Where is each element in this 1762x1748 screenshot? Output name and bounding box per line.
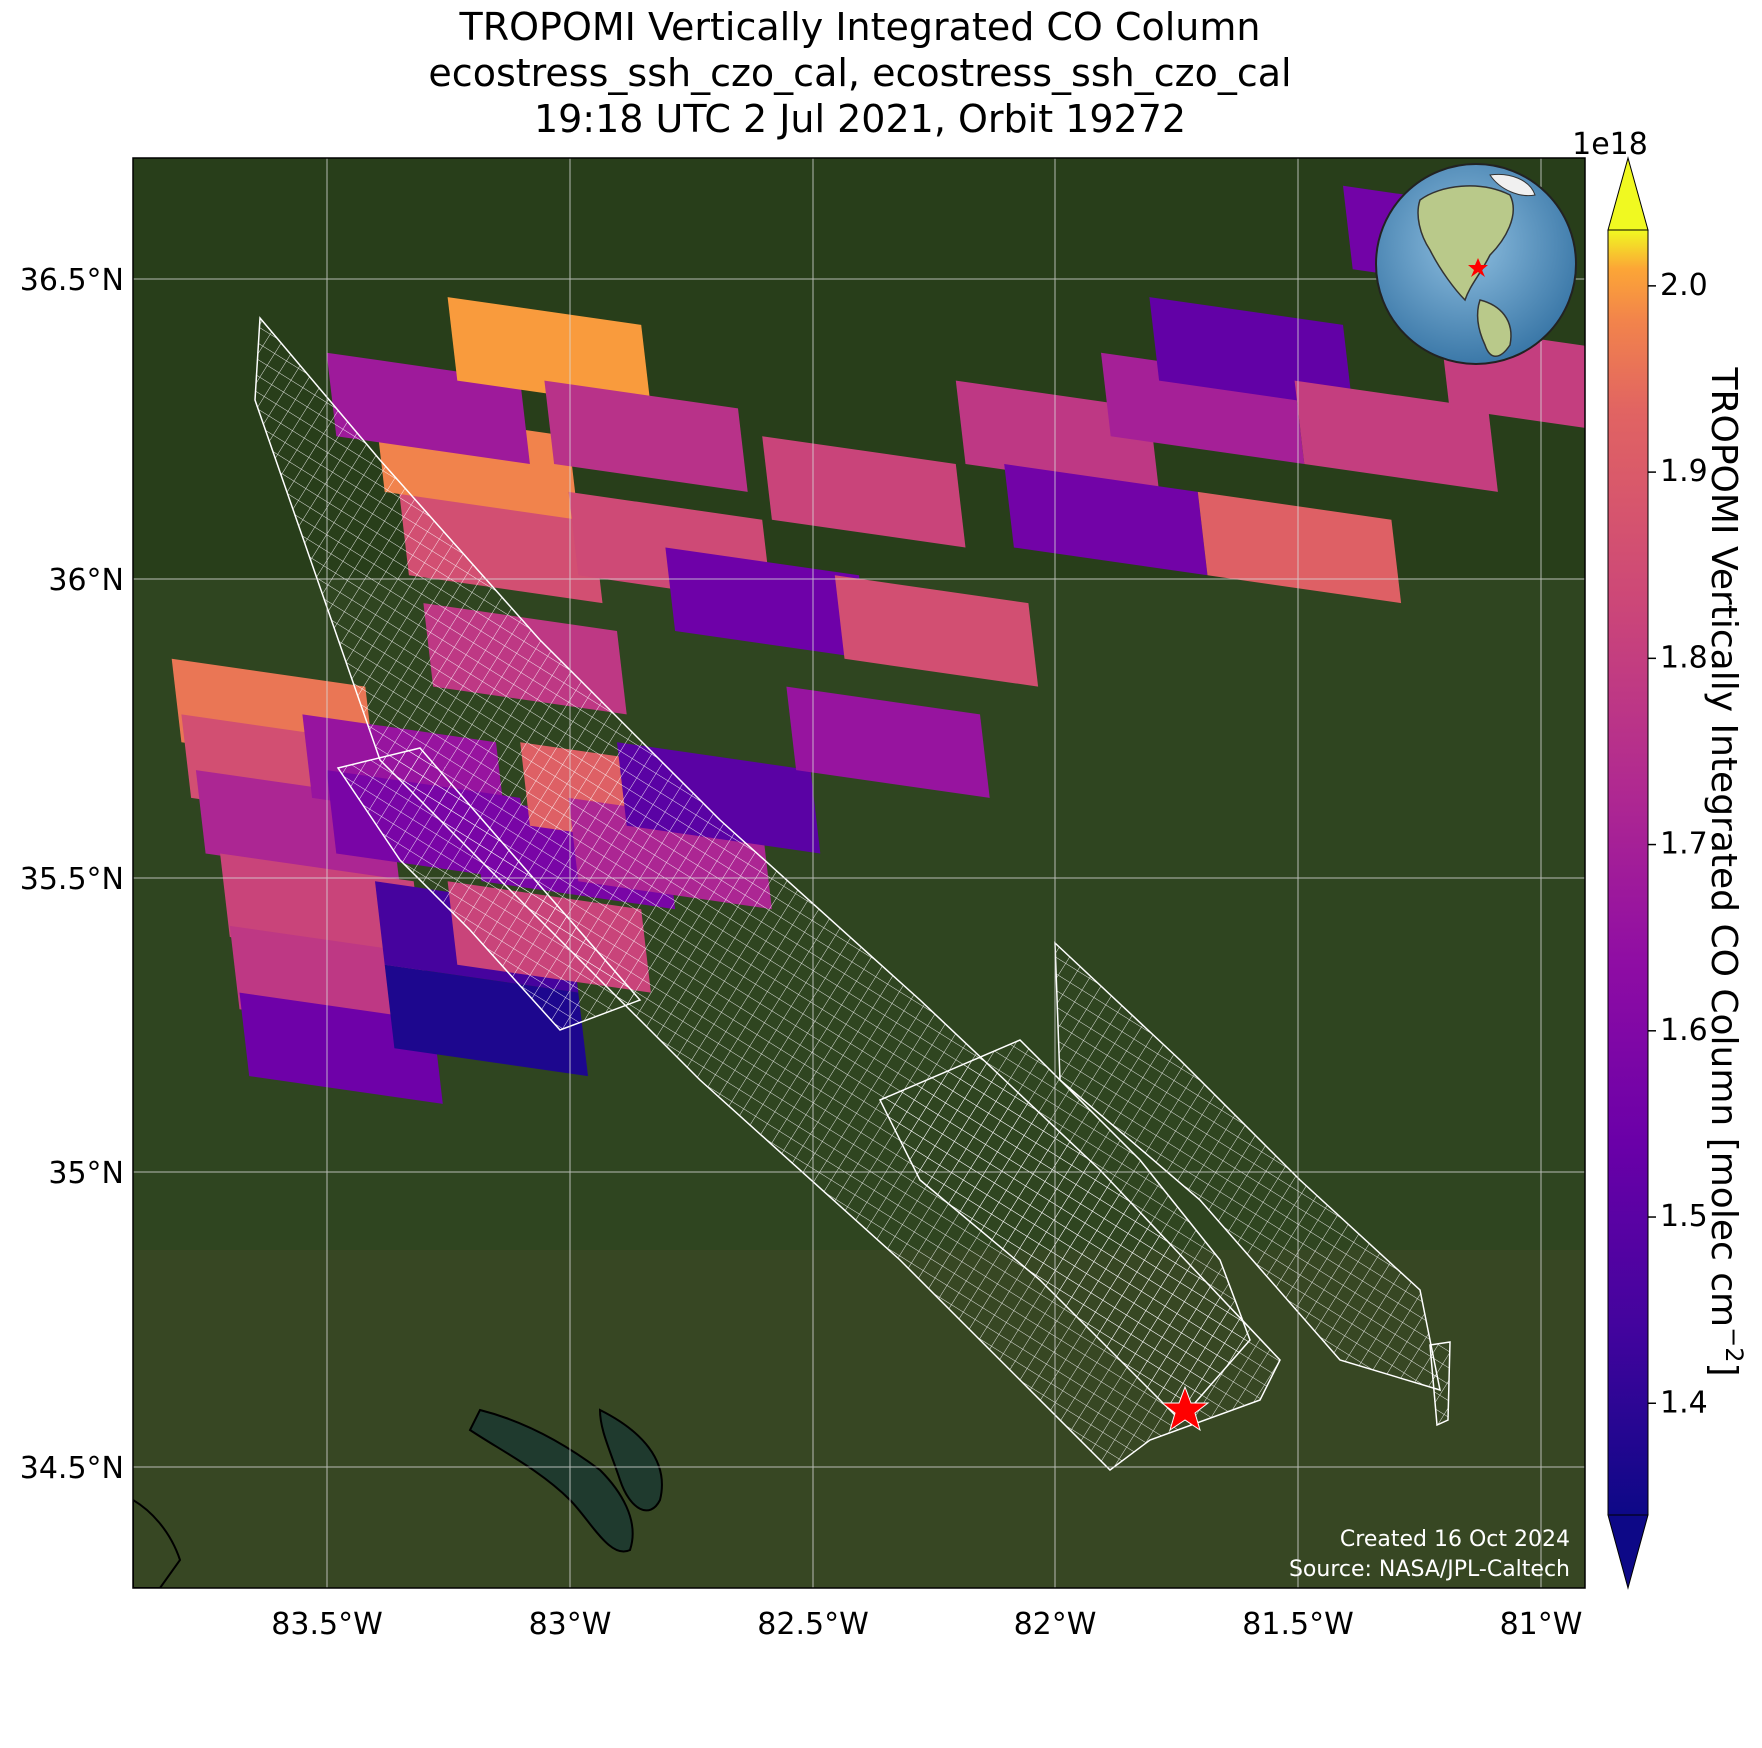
lat-tick-labels: 36.5°N 36°N 35.5°N 35°N 34.5°N [20, 263, 124, 1486]
lon-tick-label: 83.5°W [271, 1607, 382, 1642]
chart-title-line3: 19:18 UTC 2 Jul 2021, Orbit 19272 [533, 97, 1187, 141]
lon-tick-labels: 83.5°W 83°W 82.5°W 82°W 81.5°W 81°W [271, 1607, 1582, 1642]
lon-tick-label: 82°W [1014, 1607, 1097, 1642]
lon-tick-label: 82.5°W [757, 1607, 868, 1642]
colorbar-tick-label: 1.4 [1660, 1385, 1708, 1420]
ecostress-footprint-2 [336, 747, 642, 1031]
gridlines [133, 158, 1585, 1588]
co-pixel [786, 686, 990, 798]
colorbar-extend-top [1607, 156, 1649, 231]
colorbar-tick-label: 1.9 [1660, 454, 1708, 489]
colorbar-extend-bottom [1607, 1514, 1649, 1590]
lake-outline [468, 1408, 634, 1553]
plot-frame [132, 157, 1586, 1589]
colorbar-label: TROPOMI Vertically Integrated CO Column … [1703, 366, 1748, 1376]
colorbar-tick-label: 1.6 [1660, 1013, 1708, 1048]
lat-tick-label: 35.5°N [20, 862, 124, 897]
co-pixel [665, 547, 869, 659]
lon-tick-label: 81°W [1500, 1607, 1583, 1642]
colorbar-tick-label: 1.7 [1660, 827, 1708, 862]
colorbar-tick-label: 2.0 [1660, 268, 1708, 303]
site-star-marker [1160, 1385, 1210, 1432]
ecostress-footprint-4 [878, 1039, 1251, 1422]
lon-tick-label: 83°W [529, 1607, 612, 1642]
lat-tick-label: 36.5°N [20, 263, 124, 298]
colorbar-gradient [1607, 229, 1649, 1516]
colorbar: 1.4 1.5 1.6 1.7 1.8 1.9 2.0 1e18 TROPOMI Verti… [1572, 127, 1748, 1590]
lon-tick-label: 81.5°W [1242, 1607, 1353, 1642]
chart-title-line2: ecostress_ssh_czo_cal, ecostress_ssh_czo… [428, 51, 1292, 95]
inset-globe [1375, 163, 1577, 365]
co-pixel [1294, 380, 1498, 492]
co-pixel [834, 575, 1039, 687]
lat-tick-label: 36°N [48, 563, 124, 598]
credit-created: Created 16 Oct 2024 [1340, 1527, 1570, 1552]
co-pixel [447, 297, 651, 409]
lat-tick-label: 34.5°N [20, 1451, 124, 1486]
credit-source: Source: NASA/JPL-Caltech [1289, 1557, 1570, 1582]
colorbar-tick-label: 1.8 [1660, 640, 1708, 675]
co-pixel [544, 380, 748, 492]
co-pixel [1149, 297, 1353, 409]
colorbar-ticks: 1.4 1.5 1.6 1.7 1.8 1.9 2.0 [1648, 268, 1708, 1420]
colorbar-exponent: 1e18 [1572, 127, 1648, 162]
lat-tick-label: 35°N [48, 1156, 124, 1191]
ecostress-footprint-5 [1429, 1341, 1451, 1427]
colorbar-tick-label: 1.5 [1660, 1199, 1708, 1234]
chart-title-line1: TROPOMI Vertically Integrated CO Column [459, 5, 1261, 49]
co-pixel [1197, 491, 1402, 604]
